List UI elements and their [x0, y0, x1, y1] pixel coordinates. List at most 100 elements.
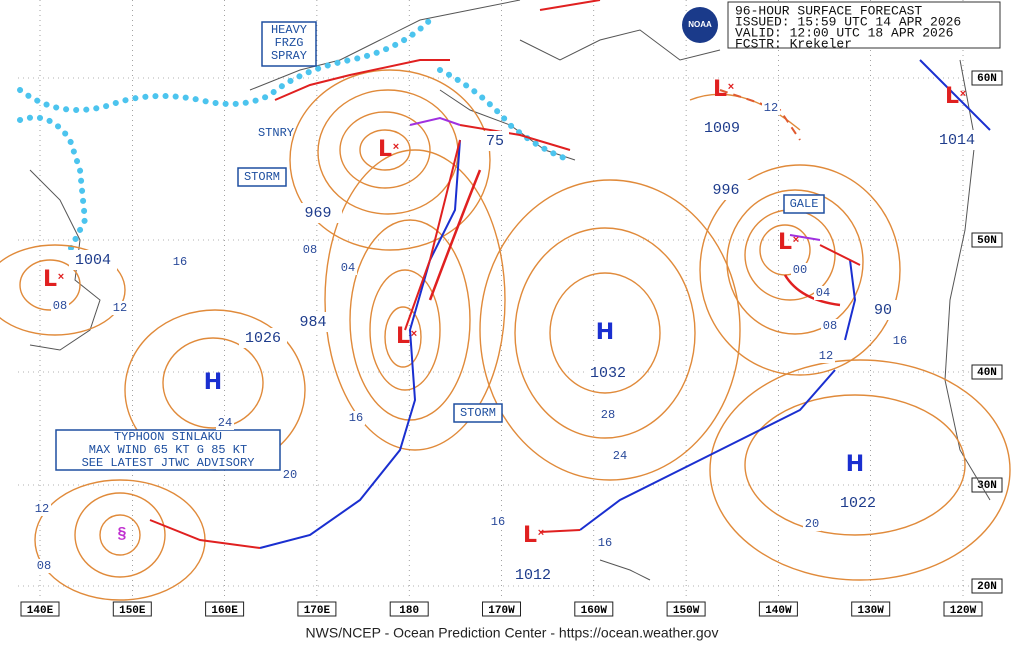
isobar-label: 12 [819, 349, 833, 363]
isobar-label: 16 [349, 411, 363, 425]
low-x: × [960, 88, 966, 100]
box [237, 167, 287, 187]
label-bg [791, 263, 809, 277]
lon-label: 150E [119, 605, 146, 617]
warning-boxes: HEAVY FRZG SPRAY STNRY STORM STORM GALE … [55, 21, 825, 542]
header-title: 96-HOUR SURFACE FORECAST [735, 3, 922, 18]
lat-label-box [971, 578, 1003, 594]
box [261, 21, 317, 67]
label-bg [891, 334, 909, 348]
isobar-label: 08 [823, 319, 837, 333]
warning: GALE [790, 197, 819, 211]
lon-label-box [20, 601, 60, 617]
lat-label-box [971, 70, 1003, 86]
lon-label: 170E [304, 605, 331, 617]
ice-edge [17, 17, 573, 253]
pressure: 1032 [590, 365, 626, 382]
low-symbol: L [396, 324, 410, 349]
isobar-label: 16 [173, 255, 187, 269]
lon-label-box [851, 601, 891, 617]
isobar-label: 00 [793, 263, 807, 277]
lat-label-box [971, 477, 1003, 493]
lon-label-box [758, 601, 798, 617]
label-bg [347, 411, 365, 425]
low-x: × [538, 527, 544, 539]
lon-label-box [574, 601, 614, 617]
forecaster: FCSTR: Krekeler [735, 36, 852, 51]
lat-label: 50N [977, 235, 997, 247]
header: 96-HOUR SURFACE FORECAST ISSUED: 15:59 U… [735, 3, 961, 51]
label-bg [803, 517, 821, 531]
valid: VALID: 12:00 UTC 18 APR 2026 [735, 25, 953, 40]
isobar-label: 12 [35, 502, 49, 516]
pressure-box [294, 203, 342, 223]
label-bg [33, 502, 51, 516]
box [55, 429, 281, 471]
lat-label-box [971, 364, 1003, 380]
low-symbol: L [778, 230, 792, 255]
lat-label: 30N [977, 480, 997, 492]
low-x: × [793, 234, 799, 246]
low-x: × [393, 141, 399, 153]
wind-box [481, 131, 509, 151]
lon-label-box [666, 601, 706, 617]
pressure-box [289, 312, 337, 332]
fronts [149, 0, 991, 549]
pressure-box [702, 180, 750, 200]
wind-speed: 75 [486, 133, 504, 150]
lon-label-box [389, 601, 429, 617]
label-bg [301, 243, 319, 257]
pressure-box [69, 250, 117, 270]
isobar-label: 24 [613, 449, 627, 463]
warning: STORM [244, 170, 280, 184]
lon-label: 150W [673, 605, 700, 617]
isobar-label: 20 [805, 517, 819, 531]
pressure: 1014 [939, 132, 975, 149]
pressure: 1009 [704, 120, 740, 137]
isobar-labels: 16 08 12 08 04 16 24 20 12 08 16 16 28 24 20 12 08 04 00 16… [33, 101, 909, 573]
typhoon-line: SEE LATEST JTWC ADVISORY [82, 456, 255, 470]
issued: ISSUED: 15:59 UTC 14 APR 2026 [735, 14, 961, 29]
isobar-label: 16 [893, 334, 907, 348]
lon-label-box [297, 601, 337, 617]
lon-label-box [482, 601, 521, 617]
label-bg [814, 286, 832, 300]
lat-label-box [971, 232, 1003, 248]
label-bg [762, 101, 780, 115]
graticule: 140E 150E 160E 170E 180 170W 160W 150W 140W 130W 1… [18, 0, 1003, 617]
isobar-label: 08 [53, 299, 67, 313]
lon-label-box [112, 601, 152, 617]
low-x: × [411, 328, 417, 340]
pressure-box [834, 493, 882, 513]
warning: FRZG [275, 36, 304, 50]
lon-label: 180 [399, 605, 419, 617]
warning: HEAVY [271, 23, 307, 37]
low-symbol: L [43, 267, 57, 292]
isobar-label: 16 [491, 515, 505, 529]
isobar-label: 12 [764, 101, 778, 115]
isobar-label: 20 [283, 468, 297, 482]
pressure: 984 [299, 314, 326, 331]
typhoon-symbol: § [118, 525, 127, 542]
lat-label: 20N [977, 581, 997, 593]
lon-label: 140W [765, 605, 792, 617]
pressure: 1022 [840, 495, 876, 512]
label-bg [817, 349, 835, 363]
isobar-label: 24 [218, 416, 232, 430]
label-bg [51, 299, 69, 313]
label-bg [611, 449, 629, 463]
label-bg [171, 255, 189, 269]
pressure-box [698, 118, 746, 138]
low-symbol: L [945, 84, 959, 109]
pressure: 1004 [75, 252, 111, 269]
pressure-box [584, 363, 632, 383]
wind-speed: 90 [874, 302, 892, 319]
box [783, 194, 825, 214]
label-bg [596, 536, 614, 550]
low-x: × [728, 81, 734, 93]
noaa-logo [682, 7, 718, 43]
label-bg [489, 515, 507, 529]
box [453, 403, 503, 423]
